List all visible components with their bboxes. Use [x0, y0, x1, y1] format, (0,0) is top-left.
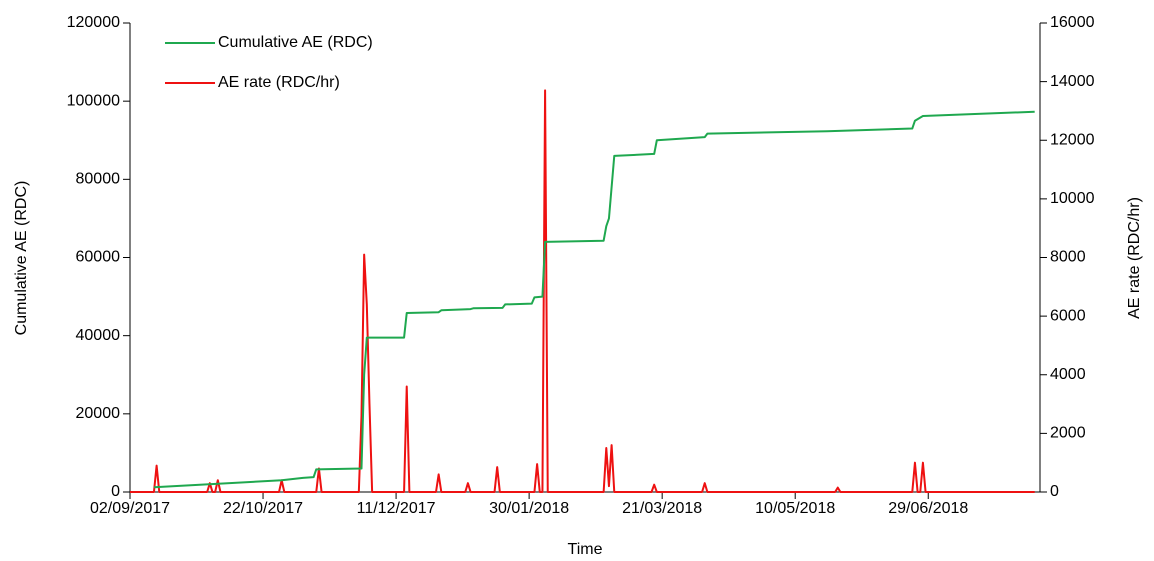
data-line [153, 110, 1035, 489]
y-tick-label: 80000 [76, 171, 121, 188]
y2-tick-label: 2000 [1050, 425, 1086, 442]
y-tick-label: 60000 [76, 249, 121, 266]
y2-axis-title: AE rate (RDC/hr) [1126, 197, 1143, 319]
y2-tick-label: 6000 [1050, 307, 1086, 324]
data-line [130, 89, 1035, 493]
y2-tick-label: 8000 [1050, 249, 1086, 266]
x-tick-label: 11/12/2017 [357, 500, 436, 517]
x-tick-label: 02/09/2017 [90, 500, 170, 517]
x-tick-label: 30/01/2018 [489, 500, 569, 517]
y2-tick-label: 0 [1050, 483, 1059, 500]
x-tick-label: 22/10/2017 [223, 500, 303, 517]
x-axis-title: Time [568, 541, 603, 558]
x-tick-label: 21/03/2018 [622, 500, 702, 517]
y-tick-label: 20000 [76, 405, 121, 422]
y-tick-label: 40000 [76, 327, 121, 344]
y-tick-label: 120000 [67, 14, 120, 31]
y-axis-title: Cumulative AE (RDC) [13, 181, 30, 336]
y2-tick-label: 12000 [1050, 131, 1095, 148]
y-tick-label: 0 [111, 483, 120, 500]
x-tick-label: 29/06/2018 [888, 500, 968, 517]
y2-tick-label: 16000 [1050, 14, 1095, 31]
y2-tick-label: 4000 [1050, 366, 1086, 383]
legend-label: Cumulative AE (RDC) [218, 34, 373, 51]
y2-tick-label: 10000 [1050, 190, 1095, 207]
legend-label: AE rate (RDC/hr) [218, 74, 340, 91]
x-tick-label: 10/05/2018 [755, 500, 835, 517]
y2-tick-label: 14000 [1050, 73, 1095, 90]
y-tick-label: 100000 [67, 92, 120, 109]
